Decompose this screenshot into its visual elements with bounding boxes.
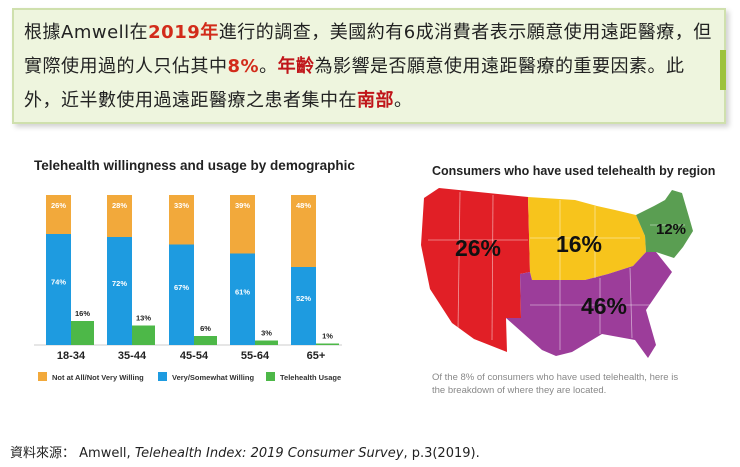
bar-willing [291,267,316,345]
summary-box: 根據Amwell在2019年進行的調查，美國約有6成消費者表示願意使用遠距醫療，… [12,8,726,124]
summary-part: 。 [259,56,278,77]
x-tick-label: 65+ [307,350,326,362]
bar-usage [132,325,155,345]
summary-text: 根據Amwell在2019年進行的調查，美國約有6成消費者表示願意使用遠距醫療，… [24,16,720,118]
bar-not-willing-label: 26% [51,201,66,210]
legend-label: Very/Somewhat Willing [172,373,254,382]
legend-swatch [38,372,47,381]
bar-usage-label: 1% [322,332,333,341]
summary-part: 南部 [357,90,394,111]
summary-part: 年齡 [277,56,315,77]
bar-not-willing-label: 33% [174,201,189,210]
bar-legend: Not at All/Not Very Willing Very/Somewhat… [38,372,341,382]
x-tick-label: 35-44 [118,350,147,362]
bar-usage [316,343,339,345]
bar-willing [169,244,194,345]
bar-usage-label: 13% [136,314,151,323]
bar-willing [107,237,132,345]
x-tick-label: 18-34 [57,350,86,362]
bar-willing-label: 72% [112,279,127,288]
region-northeast-label: 12% [656,221,686,238]
summary-part: 根據Amwell在 [24,22,149,43]
source-citation: 資料來源： Amwell, Telehealth Index: 2019 Con… [10,442,480,461]
source-suffix: , p.3(2019). [403,446,480,461]
bar-not-willing-label: 48% [296,201,311,210]
bar-willing-label: 74% [51,278,66,287]
bar-usage-label: 16% [75,309,90,318]
bar-willing [46,234,71,345]
summary-part: 為影響是否願意使用遠距醫療的重要因素。此外，近半數使用過遠距醫療之患者集中在 [24,56,685,111]
bar-not-willing [230,195,255,254]
bar-chart-title: Telehealth willingness and usage by demo… [34,158,355,173]
bar-not-willing [291,195,316,267]
map-caption-line-1: Of the 8% of consumers who have used tel… [432,372,678,383]
summary-part: 8% [227,56,260,77]
bar-usage [71,321,94,345]
summary-part: 。 [394,90,413,111]
region-midwest-label: 16% [556,231,602,257]
legend-swatch [266,372,275,381]
bar-not-willing [169,195,194,245]
region-midwest [528,197,646,280]
map-caption-line-2: the breakdown of where they are located. [432,385,606,396]
source-prefix: 資料來源： Amwell, [10,446,135,461]
bar-not-willing [46,195,71,234]
bar-usage-label: 3% [261,329,272,338]
source-title: Telehealth Index: 2019 Consumer Survey [134,446,404,461]
region-west [421,188,530,352]
x-tick-label: 55-64 [241,350,270,362]
bar-not-willing-label: 28% [112,201,127,210]
accent-bar [720,50,726,90]
state-borders [428,191,685,350]
region-south-label: 46% [581,293,627,319]
legend-label: Not at All/Not Very Willing [52,373,144,382]
bar-willing-label: 67% [174,283,189,292]
region-northeast [636,190,693,258]
bar-usage-label: 6% [200,324,211,333]
legend-label: Telehealth Usage [280,373,341,382]
us-map [421,188,693,358]
map-title: Consumers who have used telehealth by re… [432,164,715,178]
bar-usage [194,336,217,345]
bars-group: 26% 74% 16% 18-34 28% 72% 13% 35-44 33% 67% 6% 45-5… [34,195,342,362]
bar-not-willing-label: 39% [235,201,250,210]
bar-willing-label: 52% [296,294,311,303]
summary-part: 進行的調查，美國約有6成消費者表示願意使用遠距醫療，但實際使用過的人只佔其中 [24,22,712,77]
bar-usage [255,340,278,345]
summary-part: 2019年 [148,22,219,43]
bar-willing [230,253,255,345]
legend-swatch [158,372,167,381]
region-west-label: 26% [455,235,501,261]
bar-willing-label: 61% [235,287,250,296]
region-south [506,252,672,358]
bar-not-willing [107,195,132,237]
x-tick-label: 45-54 [180,350,209,362]
